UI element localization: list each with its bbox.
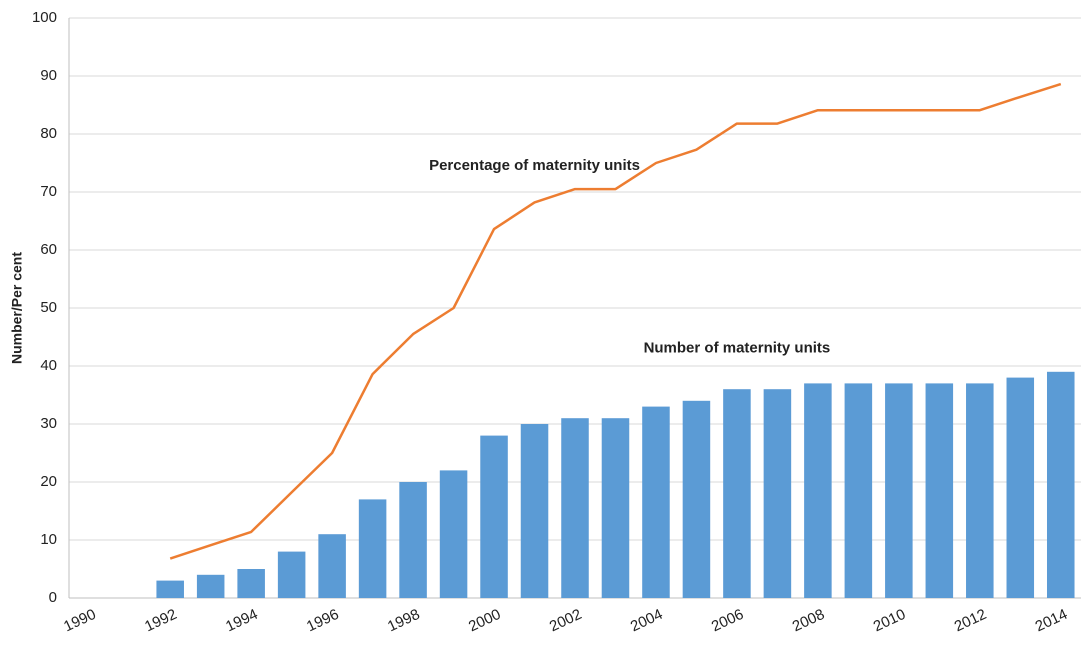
y-axis-label: Number/Per cent xyxy=(9,252,25,364)
x-tick-label: 2012 xyxy=(952,606,989,636)
bar xyxy=(723,389,751,598)
x-tick-label: 1994 xyxy=(223,606,260,636)
line xyxy=(169,82,1062,560)
bar xyxy=(156,580,184,598)
bar xyxy=(601,418,630,598)
y-tick-label: 100 xyxy=(32,9,57,26)
y-tick-label: 50 xyxy=(40,299,57,316)
x-tick-label: 2010 xyxy=(871,606,908,636)
bar xyxy=(196,574,225,598)
bar xyxy=(925,383,954,598)
x-tick-label: 2014 xyxy=(1033,606,1070,636)
bar xyxy=(642,406,670,598)
bar xyxy=(1046,371,1075,598)
bar xyxy=(318,534,346,598)
bar xyxy=(561,418,589,598)
x-tick-label: 2006 xyxy=(709,606,746,636)
y-tick-label: 10 xyxy=(40,531,57,548)
bar xyxy=(844,383,873,598)
series-label: Percentage of maternity units xyxy=(429,157,640,174)
bar xyxy=(682,400,711,598)
series-label: Number of maternity units xyxy=(644,340,831,357)
y-tick-label: 70 xyxy=(40,183,57,200)
bar xyxy=(520,424,549,598)
y-tick-label: 60 xyxy=(40,241,57,258)
bar xyxy=(480,435,508,598)
bar xyxy=(804,383,832,598)
x-tick-label: 1996 xyxy=(304,606,341,636)
bar xyxy=(358,499,387,598)
y-tick-label: 20 xyxy=(40,473,57,490)
y-tick-label: 80 xyxy=(40,125,57,142)
x-tick-label: 2002 xyxy=(547,606,584,636)
y-tick-label: 30 xyxy=(40,415,57,432)
y-tick-label: 90 xyxy=(40,67,57,84)
x-tick-label: 2008 xyxy=(790,606,827,636)
bar xyxy=(277,551,306,598)
bar xyxy=(237,569,265,598)
x-tick-label: 2000 xyxy=(466,606,503,636)
bar xyxy=(399,482,427,598)
y-tick-label: 0 xyxy=(49,589,57,606)
bar xyxy=(966,383,994,598)
y-tick-label: 40 xyxy=(40,357,57,374)
bar xyxy=(1006,377,1035,598)
x-tick-label: 2004 xyxy=(628,606,665,636)
bar xyxy=(885,383,913,598)
x-tick-label: 1990 xyxy=(61,606,98,636)
x-tick-label: 1998 xyxy=(385,606,422,636)
bar xyxy=(439,470,468,598)
x-tick-label: 1992 xyxy=(142,606,179,636)
bar xyxy=(763,389,792,598)
